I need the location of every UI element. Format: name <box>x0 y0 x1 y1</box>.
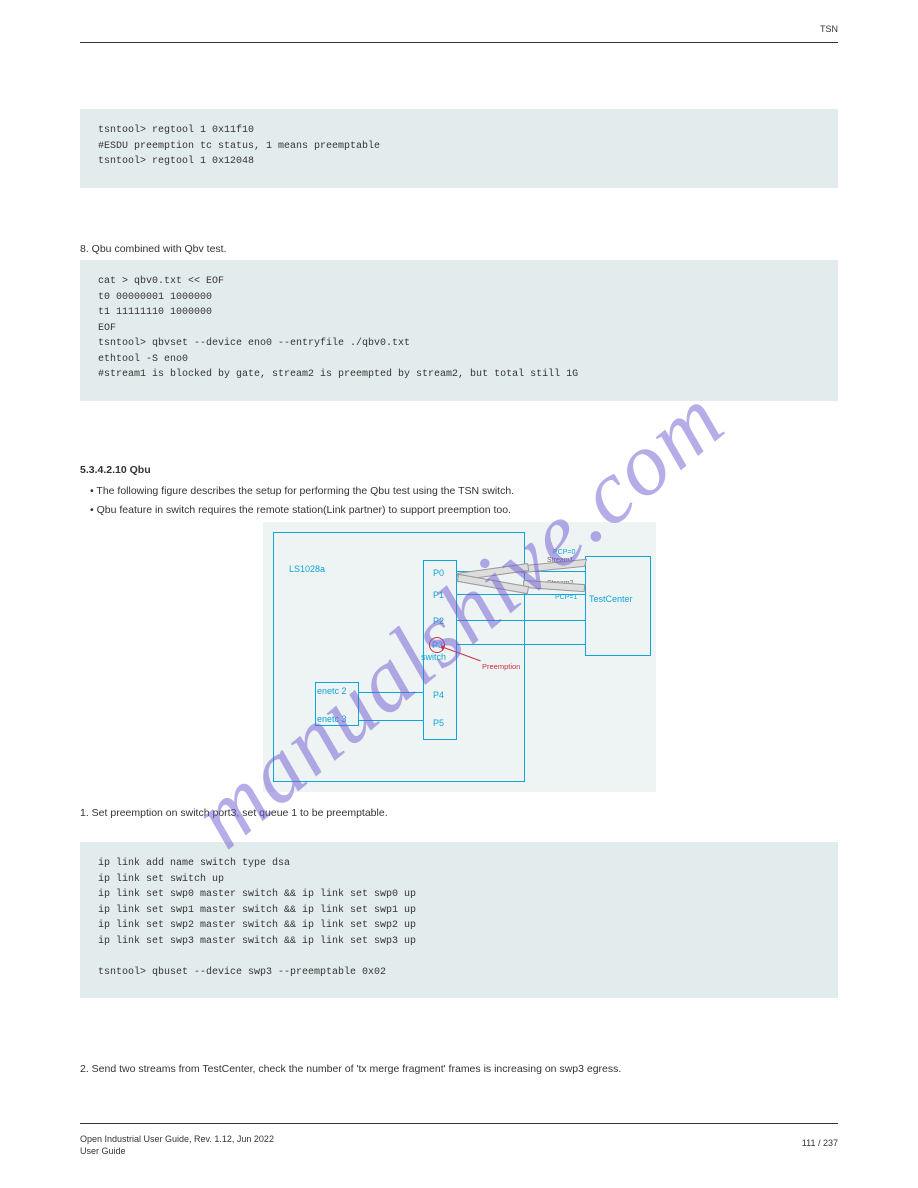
code-line: EOF <box>98 323 116 334</box>
link-line <box>457 644 585 645</box>
code-line: ip link set swp0 master switch && ip lin… <box>98 889 416 900</box>
code-block-3-wrap: ip link add name switch type dsa ip link… <box>0 842 918 998</box>
step-1-text: 1. Set preemption on switch port3, set q… <box>0 806 918 821</box>
bullet-item: • The following figure describes the set… <box>90 484 838 499</box>
link-line <box>457 620 585 621</box>
port-label: P4 <box>433 690 444 700</box>
code-line: t1 11111110 1000000 <box>98 307 212 318</box>
code-block: ip link add name switch type dsa ip link… <box>80 842 838 998</box>
code-line: ip link add name switch type dsa <box>98 858 290 869</box>
section-heading: 5.3.4.2.10 Qbu <box>80 463 838 478</box>
code-line: ip link set swp2 master switch && ip lin… <box>98 920 416 931</box>
stream-bar <box>523 580 585 592</box>
port-label: P1 <box>433 590 444 600</box>
paragraph: 2. Send two streams from TestCenter, che… <box>80 1062 838 1077</box>
paragraph: 1. Set preemption on switch port3, set q… <box>80 806 838 821</box>
port-label: P2 <box>433 616 444 626</box>
code-line: ip link set swp1 master switch && ip lin… <box>98 905 416 916</box>
footer-left: Open Industrial User Guide, Rev. 1.12, J… <box>80 1133 274 1158</box>
code-line: tsntool> regtool 1 0x11f10 <box>98 125 254 136</box>
enetc-label: enetc 3 <box>317 714 347 724</box>
link-line <box>457 594 585 595</box>
step-8-text: 8. Qbu combined with Qbv test. <box>0 242 918 257</box>
testcenter-label: TestCenter <box>589 594 633 604</box>
code-line: ip link set switch up <box>98 874 224 885</box>
ls1028a-label: LS1028a <box>289 564 325 574</box>
code-line: #stream1 is blocked by gate, stream2 is … <box>98 369 578 380</box>
enetc-label: enetc 2 <box>317 686 347 696</box>
code-line: ethtool -S eno0 <box>98 354 188 365</box>
code-line: tsntool> qbuset --device swp3 --preempta… <box>98 967 386 978</box>
code-block-1-wrap: tsntool> regtool 1 0x11f10 #ESDU preempt… <box>0 109 918 188</box>
page: TSN tsntool> regtool 1 0x11f10 #ESDU pre… <box>0 0 918 1188</box>
code-block: tsntool> regtool 1 0x11f10 #ESDU preempt… <box>80 109 838 188</box>
preemption-label: Preemption <box>482 662 520 671</box>
paragraph: 8. Qbu combined with Qbv test. <box>80 242 838 257</box>
pcp0-label: PCP=0 <box>553 549 575 556</box>
block-diagram: LS1028a P0 P1 P2 P3 switch P4 P5 enetc 2… <box>263 522 656 792</box>
header-rule <box>80 42 838 43</box>
code-line: tsntool> qbvset --device eno0 --entryfil… <box>98 338 410 349</box>
code-line: tsntool> regtool 1 0x12048 <box>98 156 254 167</box>
code-line: ip link set swp3 master switch && ip lin… <box>98 936 416 947</box>
footer-rule <box>80 1123 838 1124</box>
code-line: cat > qbv0.txt << EOF <box>98 276 224 287</box>
code-line: #ESDU preemption tc status, 1 means pree… <box>98 141 380 152</box>
pcp1-label: PCP=1 <box>555 594 577 601</box>
code-block-2-wrap: cat > qbv0.txt << EOF t0 00000001 100000… <box>0 260 918 401</box>
code-block: cat > qbv0.txt << EOF t0 00000001 100000… <box>80 260 838 401</box>
link-line <box>359 692 423 693</box>
testcenter-box <box>585 556 651 656</box>
code-line: t0 00000001 1000000 <box>98 292 212 303</box>
bullet-item: • Qbu feature in switch requires the rem… <box>90 503 838 518</box>
footer-page-number: 111 / 237 <box>802 1138 838 1148</box>
section-heading-wrap: 5.3.4.2.10 Qbu • The following figure de… <box>0 463 918 519</box>
footer-doc-type: User Guide <box>80 1145 274 1158</box>
port-label: P0 <box>433 568 444 578</box>
switch-label: switch <box>421 652 446 662</box>
port-label: P5 <box>433 718 444 728</box>
step-2-text: 2. Send two streams from TestCenter, che… <box>0 1062 918 1077</box>
footer-doc-title: Open Industrial User Guide, Rev. 1.12, J… <box>80 1133 274 1146</box>
header-chapter: TSN <box>820 24 838 34</box>
link-line <box>359 720 423 721</box>
